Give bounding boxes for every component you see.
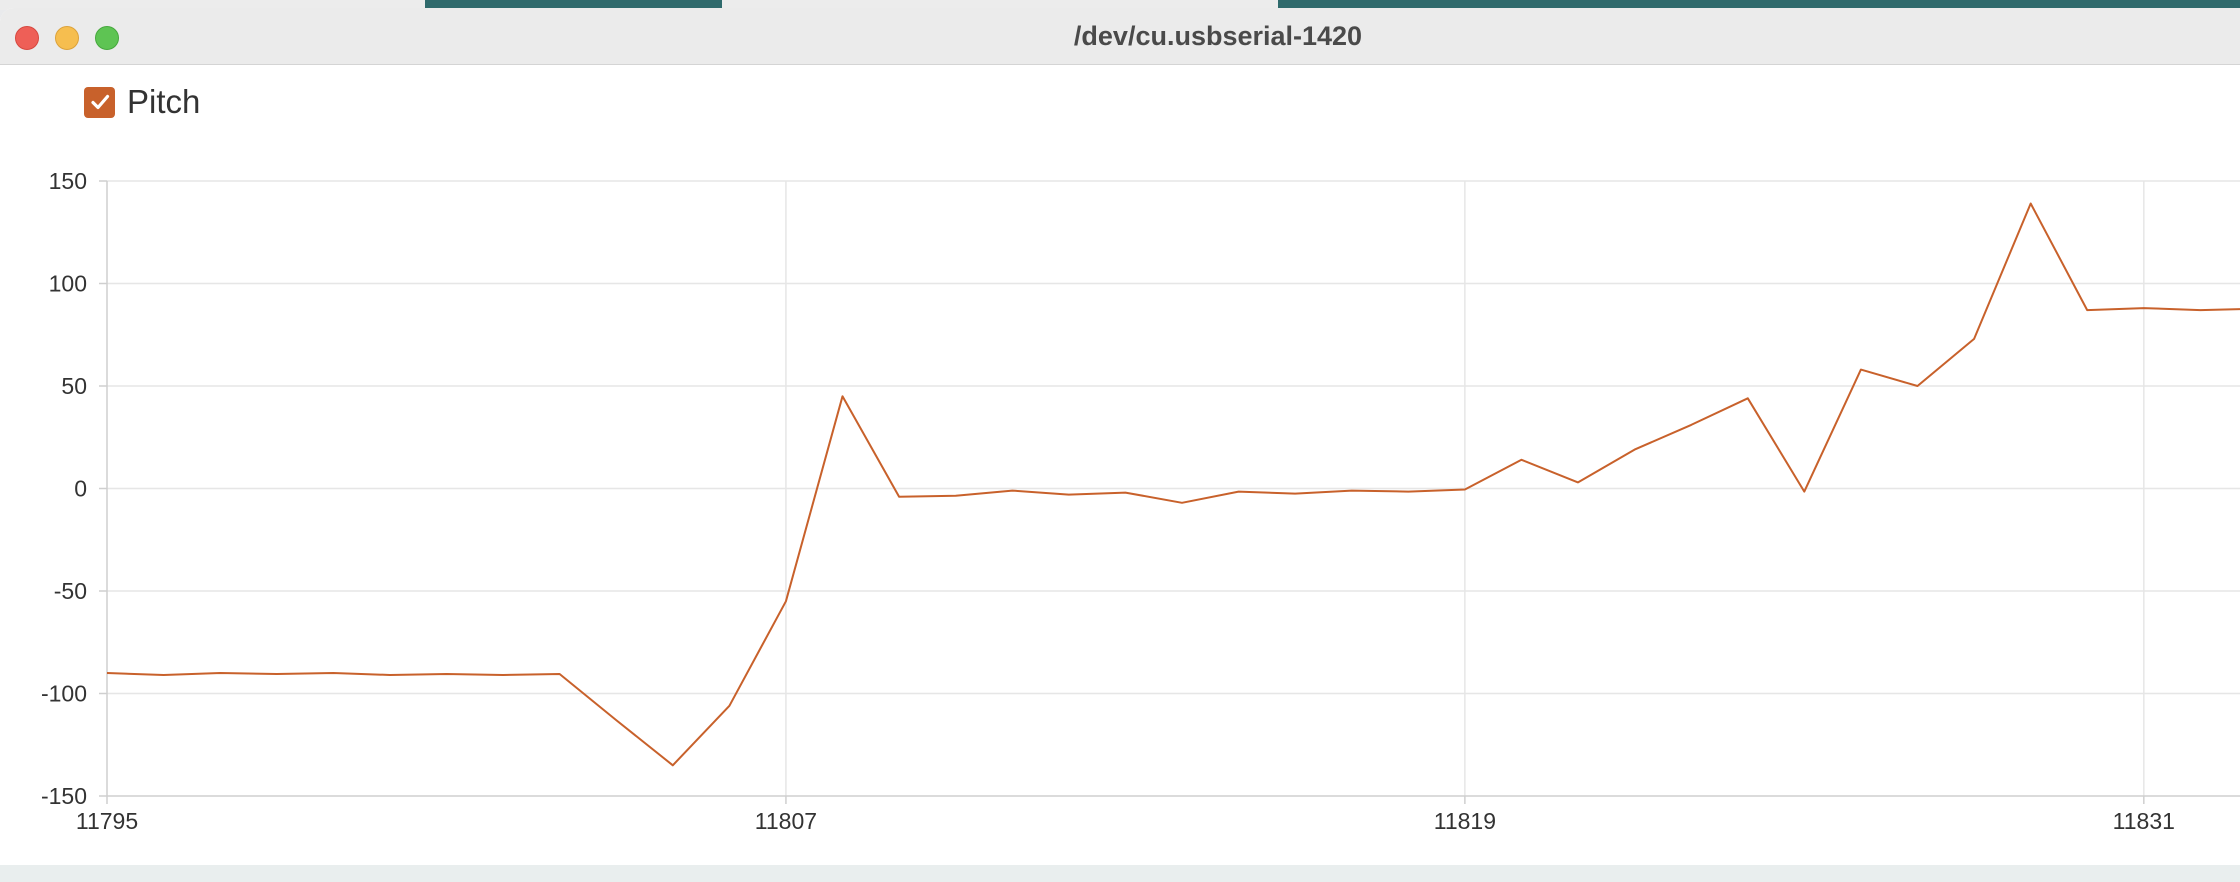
check-icon <box>90 94 109 110</box>
y-tick-label: 50 <box>61 373 87 399</box>
chart-series <box>106 202 2240 767</box>
pitch-line-chart: 150 100 50 0 -50 -100 -150 11795 11807 11819 1183… <box>41 168 2240 834</box>
serial-plotter-window: /dev/cu.usbserial-1420 Pitch 150 100 50 0 -5… <box>0 8 2240 882</box>
pitch-checkbox[interactable] <box>84 86 115 118</box>
x-tick-label: 11831 <box>2113 808 2175 834</box>
y-tick-label: 150 <box>49 168 87 194</box>
legend-label-pitch: Pitch <box>127 83 201 120</box>
y-tick-label: 0 <box>74 476 87 502</box>
x-tick-label: 11819 <box>1434 808 1496 834</box>
background-tab-1 <box>425 0 722 10</box>
maximize-window-button[interactable] <box>95 26 119 50</box>
window-title: /dev/cu.usbserial-1420 <box>1073 21 1363 51</box>
y-tick-label: 100 <box>49 271 87 297</box>
minimize-window-button[interactable] <box>55 26 79 50</box>
x-tick-labels: 11795 11807 11819 11831 <box>76 808 2175 834</box>
background-window-strip <box>0 0 2240 10</box>
bottom-bar <box>0 865 2240 882</box>
y-tick-label: -100 <box>41 681 87 707</box>
y-tick-label: -150 <box>41 783 87 809</box>
chart-axes <box>99 180 2240 804</box>
series-line-pitch <box>106 202 2240 767</box>
y-tick-labels: 150 100 50 0 -50 -100 -150 <box>41 168 87 809</box>
x-tick-label: 11795 <box>76 808 138 834</box>
title-bar: /dev/cu.usbserial-1420 <box>0 8 2240 65</box>
chart-grid <box>107 180 2240 796</box>
background-tab-2 <box>1278 0 2240 10</box>
x-tick-label: 11807 <box>755 808 817 834</box>
y-tick-label: -50 <box>54 578 87 604</box>
close-window-button[interactable] <box>15 26 39 50</box>
legend: Pitch <box>84 82 200 122</box>
